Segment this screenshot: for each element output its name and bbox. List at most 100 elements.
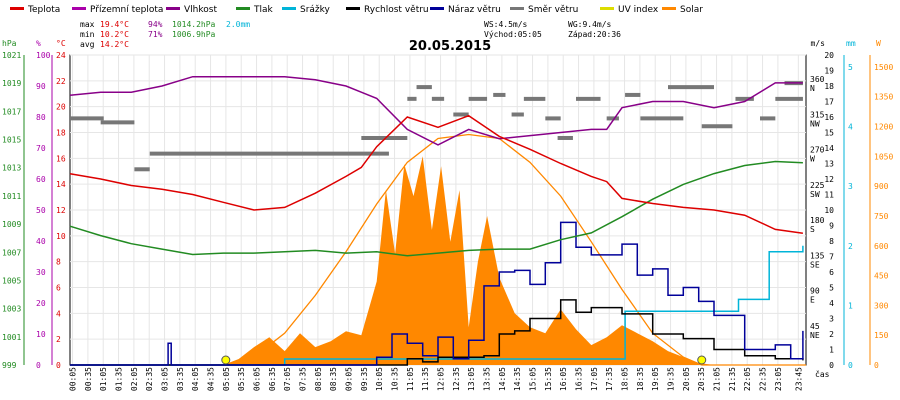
axis-tick-wind-dir-deg: 315	[810, 110, 825, 119]
axis-tick-pressure: 1013	[2, 164, 21, 173]
axis-tick-wind-speed: 2	[829, 330, 834, 339]
axis-tick-temperature: 2	[56, 335, 61, 344]
axis-tick-temperature: 22	[56, 77, 66, 86]
x-tick-label: 20:35	[697, 367, 706, 391]
axis-tick-temperature: 18	[56, 129, 66, 138]
axis-unit-temperature: °C	[56, 39, 66, 48]
legend-swatch-solar	[662, 7, 676, 10]
legend-swatch-uv-index	[600, 7, 614, 10]
x-tick-label: 02:05	[130, 367, 139, 391]
legend-swatch-prizemni-teplota	[72, 7, 86, 10]
axis-tick-wind-dir-name: NE	[810, 331, 820, 340]
x-tick-label: 18:05	[621, 367, 630, 391]
axis-tick-rain: 2	[848, 242, 853, 251]
axis-tick-wind-speed: 20	[824, 51, 834, 60]
axes: 00:05 00:35 01:05 01:35 02:05 02:35 03:05 03:35…	[2, 39, 893, 391]
axis-tick-pressure: 999	[2, 361, 17, 370]
stat-max-press: 1014.2hPa	[172, 20, 216, 29]
axis-unit-rain: mm	[846, 39, 856, 48]
axis-tick-solar: 1200	[874, 123, 893, 132]
axis-tick-wind-dir-deg: 360	[810, 75, 825, 84]
axis-tick-wind-speed: 10	[824, 206, 834, 215]
axis-tick-wind-speed: 7	[829, 253, 834, 262]
x-tick-label: 16:05	[559, 367, 568, 391]
axis-tick-humidity: 80	[36, 113, 46, 122]
x-tick-label: 03:35	[176, 367, 185, 391]
legend-label-solar: Solar	[680, 5, 703, 15]
axis-tick-temperature: 20	[56, 103, 66, 112]
axis-tick-solar: 150	[874, 331, 889, 340]
axis-tick-pressure: 1003	[2, 305, 21, 314]
x-tick-label: 04:05	[191, 367, 200, 391]
sunset-marker	[697, 355, 707, 365]
legend-label-srazky: Srážky	[300, 5, 331, 15]
x-tick-label: 07:05	[283, 367, 292, 391]
series-wind-speed	[70, 299, 804, 366]
x-tick-label: 15:35	[544, 367, 553, 391]
axis-tick-pressure: 1019	[2, 79, 21, 88]
axis-tick-temperature: 6	[56, 284, 61, 293]
x-tick-label: 21:35	[728, 367, 737, 391]
x-tick-label: 07:35	[299, 367, 308, 391]
x-tick-label: 01:05	[99, 367, 108, 391]
stat-min-label: min	[80, 30, 95, 39]
x-tick-label: 14:05	[498, 367, 507, 391]
axis-tick-wind-dir-name: S	[810, 225, 815, 234]
legend-swatch-smer-vetru	[510, 7, 524, 10]
axis-tick-humidity: 30	[36, 268, 46, 277]
series-temperature	[69, 114, 804, 235]
axis-tick-humidity: 60	[36, 175, 46, 184]
legend-label-vlhkost: Vlhkost	[184, 5, 217, 15]
axis-tick-temperature: 12	[56, 206, 66, 215]
x-tick-label: 09:05	[345, 367, 354, 391]
axis-tick-humidity: 70	[36, 144, 46, 153]
sunrise-time: Východ:05:05	[484, 30, 542, 39]
axis-tick-temperature: 24	[56, 51, 66, 60]
axis-tick-humidity: 10	[36, 330, 46, 339]
stat-max-hum: 94%	[148, 20, 163, 29]
x-axis-label: čas	[815, 369, 830, 379]
axis-tick-wind-dir-name: SW	[810, 190, 820, 199]
legend-label-naraz-vetru: Náraz větru	[448, 5, 501, 15]
axis-tick-wind-speed: 3	[829, 315, 834, 324]
axis-tick-wind-dir-deg: 90	[810, 287, 820, 296]
axis-unit-pressure: hPa	[2, 39, 17, 48]
series-solar-fill	[70, 156, 806, 365]
stat-min-temp: 10.2°C	[100, 30, 129, 39]
x-tick-label: 04:35	[207, 367, 216, 391]
x-tick-label: 11:35	[421, 367, 430, 391]
series-pressure	[69, 160, 803, 257]
axis-tick-pressure: 1011	[2, 192, 21, 201]
x-tick-label: 22:05	[743, 367, 752, 391]
x-tick-label: 17:05	[590, 367, 599, 391]
axis-tick-wind-dir-name: E	[810, 296, 815, 305]
series-rain	[70, 245, 804, 366]
x-tick-label: 22:35	[759, 367, 768, 391]
stat-min-hum: 71%	[148, 30, 163, 39]
x-tick-label: 11:05	[406, 367, 415, 391]
wind-ws: WS:4.5m/s	[484, 20, 528, 29]
axis-tick-wind-dir-deg: 135	[810, 251, 825, 260]
x-tick-label: 14:35	[513, 367, 522, 391]
legend-swatch-naraz-vetru	[430, 7, 444, 10]
legend-swatch-srazky	[282, 7, 296, 10]
legend-swatch-tlak	[236, 7, 250, 10]
axis-tick-rain: 0	[848, 361, 853, 370]
series-humidity	[69, 75, 803, 146]
axis-tick-pressure: 1009	[2, 220, 21, 229]
axis-tick-humidity: 50	[36, 206, 46, 215]
x-tick-label: 00:35	[84, 367, 93, 391]
x-tick-label: 21:05	[713, 367, 722, 391]
x-tick-label: 20:05	[682, 367, 691, 391]
axis-tick-humidity: 20	[36, 299, 46, 308]
x-tick-label: 03:05	[161, 367, 170, 391]
axis-tick-solar: 1050	[874, 152, 893, 161]
x-tick-label: 05:05	[222, 367, 231, 391]
axis-tick-wind-speed: 12	[824, 175, 834, 184]
axis-tick-wind-speed: 5	[829, 284, 834, 293]
axis-tick-solar: 300	[874, 301, 889, 310]
axis-tick-humidity: 100	[36, 51, 51, 60]
axis-tick-wind-speed: 0	[829, 361, 834, 370]
stat-avg-temp: 14.2°C	[100, 40, 129, 49]
